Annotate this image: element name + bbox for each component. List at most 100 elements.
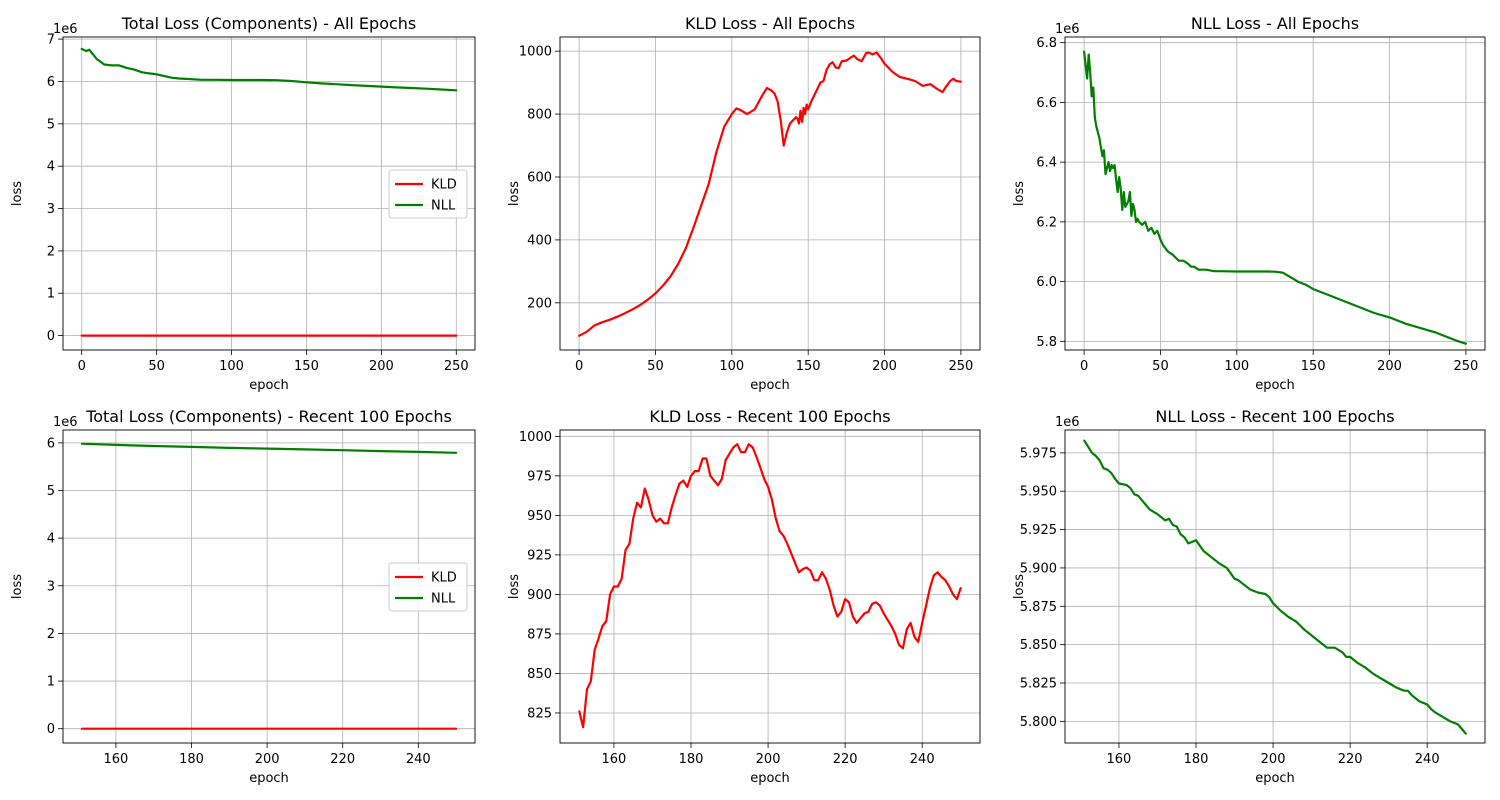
- y-tick-label: 5.8: [1036, 335, 1057, 350]
- chart-title: KLD Loss - Recent 100 Epochs: [649, 407, 890, 426]
- x-tick-label: 200: [872, 359, 897, 374]
- x-tick-label: 100: [219, 359, 244, 374]
- series-line-series-1: [578, 443, 962, 729]
- y-tick-label: 800: [527, 108, 552, 123]
- y-tick-label: 4: [47, 532, 55, 547]
- x-tick-label: 250: [1453, 359, 1478, 374]
- y-tick-label: 5.925: [1020, 523, 1057, 538]
- y-axis-label: loss: [1012, 181, 1027, 206]
- axes-frame: [559, 36, 981, 351]
- y-tick-label: 6.6: [1036, 96, 1057, 111]
- y-tick-label: 5.950: [1020, 485, 1057, 500]
- y-tick-label: 0: [47, 329, 55, 344]
- x-tick-label: 180: [1184, 752, 1209, 767]
- x-tick-label: 240: [406, 752, 431, 767]
- y-tick-label: 2: [47, 627, 55, 642]
- x-tick-label: 100: [1224, 359, 1249, 374]
- y-tick-label: 875: [527, 627, 552, 642]
- y-tick-label: 200: [527, 296, 552, 311]
- y-tick-label: 5.875: [1020, 600, 1057, 615]
- axes-frame: [1064, 429, 1486, 744]
- chart-title: NLL Loss - All Epochs: [1191, 14, 1359, 33]
- x-tick-label: 160: [1107, 752, 1132, 767]
- x-tick-label: 50: [647, 359, 664, 374]
- axes-frame: [62, 429, 476, 744]
- y-axis-label: loss: [507, 181, 522, 206]
- y-tick-label: 6.0: [1036, 275, 1057, 290]
- x-tick-label: 250: [948, 359, 973, 374]
- y-tick-label: 2: [47, 244, 55, 259]
- x-tick-label: 160: [104, 752, 129, 767]
- y-offset-label: 1e6: [53, 22, 78, 37]
- chart-panel-6: 160 180 200 220 240 5.800 5.825 5.850 5.875 5.900…: [1012, 407, 1486, 786]
- y-tick-label: 6.4: [1036, 156, 1057, 171]
- y-tick-label: 5.825: [1020, 677, 1057, 692]
- chart-panel-1: 0 50 100 150 200 250 0 1 2 3 4 5 6 7 Total Loss (Compo…: [10, 14, 476, 393]
- series-line-series-1: [1082, 50, 1468, 345]
- x-tick-label: 0: [1080, 359, 1088, 374]
- y-tick-label: 0: [47, 722, 55, 737]
- y-tick-label: 850: [527, 667, 552, 682]
- legend-label-kld: KLD: [431, 178, 457, 193]
- x-tick-label: 240: [910, 752, 935, 767]
- y-axis-label: loss: [1012, 574, 1027, 599]
- y-tick-label: 7: [47, 33, 55, 48]
- x-axis-label: epoch: [750, 771, 790, 786]
- legend-label-nll: NLL: [431, 592, 456, 607]
- x-axis-label: epoch: [1255, 378, 1295, 393]
- x-tick-label: 180: [179, 752, 204, 767]
- x-tick-label: 150: [294, 359, 319, 374]
- x-tick-label: 250: [444, 359, 469, 374]
- axes-frame: [62, 36, 476, 351]
- chart-title: NLL Loss - Recent 100 Epochs: [1155, 407, 1394, 426]
- series-line-nll: [80, 442, 458, 454]
- x-tick-label: 200: [369, 359, 394, 374]
- x-tick-label: 100: [719, 359, 744, 374]
- y-tick-label: 1000: [519, 430, 552, 445]
- y-tick-label: 5: [47, 484, 55, 499]
- legend-label-kld: KLD: [431, 571, 457, 586]
- y-tick-label: 975: [527, 469, 552, 484]
- y-tick-label: 6.8: [1036, 36, 1057, 51]
- x-tick-label: 200: [255, 752, 280, 767]
- y-tick-label: 925: [527, 548, 552, 563]
- chart-panel-3: 0 50 100 150 200 250 5.8 6.0 6.2 6.4 6.6 6.8 NLL Los…: [1012, 14, 1486, 393]
- legend-label-nll: NLL: [431, 199, 456, 214]
- x-tick-label: 0: [575, 359, 583, 374]
- y-tick-label: 6: [47, 436, 55, 451]
- y-offset-label: 1e6: [53, 415, 78, 430]
- x-tick-label: 160: [602, 752, 627, 767]
- x-tick-label: 200: [756, 752, 781, 767]
- y-tick-label: 600: [527, 170, 552, 185]
- legend: KLD NLL: [388, 562, 468, 612]
- y-tick-label: 5.975: [1020, 446, 1057, 461]
- y-axis-label: loss: [507, 574, 522, 599]
- x-axis-label: epoch: [249, 378, 289, 393]
- x-tick-label: 200: [1261, 752, 1286, 767]
- x-tick-label: 220: [1338, 752, 1363, 767]
- y-axis-label: loss: [10, 574, 25, 599]
- y-offset-label: 1e6: [1055, 22, 1080, 37]
- y-offset-label: 1e6: [1055, 415, 1080, 430]
- x-tick-label: 180: [679, 752, 704, 767]
- x-axis-label: epoch: [1255, 771, 1295, 786]
- y-tick-label: 1: [47, 675, 55, 690]
- series-line-series-1: [1083, 439, 1467, 735]
- y-tick-label: 5.850: [1020, 638, 1057, 653]
- y-tick-label: 5.900: [1020, 561, 1057, 576]
- series-line-nll: [80, 47, 458, 92]
- y-tick-label: 1: [47, 287, 55, 302]
- axes-frame: [559, 429, 981, 744]
- y-tick-label: 1000: [519, 45, 552, 60]
- y-tick-label: 6.2: [1036, 215, 1057, 230]
- y-tick-label: 3: [47, 202, 55, 217]
- chart-title: Total Loss (Components) - Recent 100 Epo…: [85, 407, 452, 426]
- y-tick-label: 4: [47, 160, 55, 175]
- y-tick-label: 825: [527, 706, 552, 721]
- y-tick-label: 3: [47, 579, 55, 594]
- chart-panel-2: 0 50 100 150 200 250 200 400 600 800 1000 KLD Loss …: [507, 14, 981, 393]
- x-axis-label: epoch: [750, 378, 790, 393]
- y-tick-label: 950: [527, 509, 552, 524]
- x-tick-label: 220: [833, 752, 858, 767]
